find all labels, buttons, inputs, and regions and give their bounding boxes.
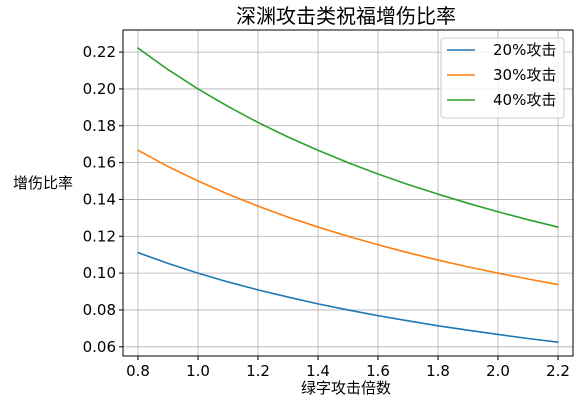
legend-label-40: 40%攻击: [493, 91, 556, 109]
series-line-3: [137, 47, 559, 228]
x-tick-label: 1.4: [306, 362, 330, 380]
x-tick-label: 1.2: [246, 362, 270, 380]
x-tick-label: 1.8: [426, 362, 450, 380]
x-tick-label: 1.0: [186, 362, 210, 380]
legend-label-20: 20%攻击: [493, 41, 556, 59]
ticks: 0.8 1.0 1.2 1.4 1.6 1.8 2.0 2.2 0.06 0.08 0.10 0.12…: [83, 43, 570, 380]
y-tick-label: 0.10: [83, 264, 116, 282]
legend-box: [440, 37, 565, 119]
legend-label-30: 30%攻击: [493, 66, 556, 84]
y-tick-label: 0.16: [83, 154, 116, 172]
y-axis-label: 增伤比率: [13, 174, 73, 192]
chart-title: 深渊攻击类祝福增伤比率: [236, 4, 456, 28]
series-line-1: [137, 251, 559, 343]
series-line-2: [137, 149, 559, 286]
y-tick-label: 0.06: [83, 338, 116, 356]
y-tick-label: 0.14: [83, 190, 116, 208]
y-tick-label: 0.12: [83, 227, 116, 245]
x-tick-label: 0.8: [126, 362, 150, 380]
legend: 20%攻击 30%攻击 40%攻击: [440, 37, 565, 119]
x-tick-label: 2.2: [546, 362, 570, 380]
y-tick-label: 0.22: [83, 43, 116, 61]
y-tick-label: 0.18: [83, 117, 116, 135]
x-axis-label: 绿字攻击倍数: [301, 379, 391, 397]
plot-frame: [122, 29, 574, 357]
x-tick-label: 1.6: [366, 362, 390, 380]
series-lines: [137, 47, 559, 343]
y-tick-label: 0.20: [83, 80, 116, 98]
y-tick-label: 0.08: [83, 301, 116, 319]
x-tick-label: 2.0: [486, 362, 510, 380]
